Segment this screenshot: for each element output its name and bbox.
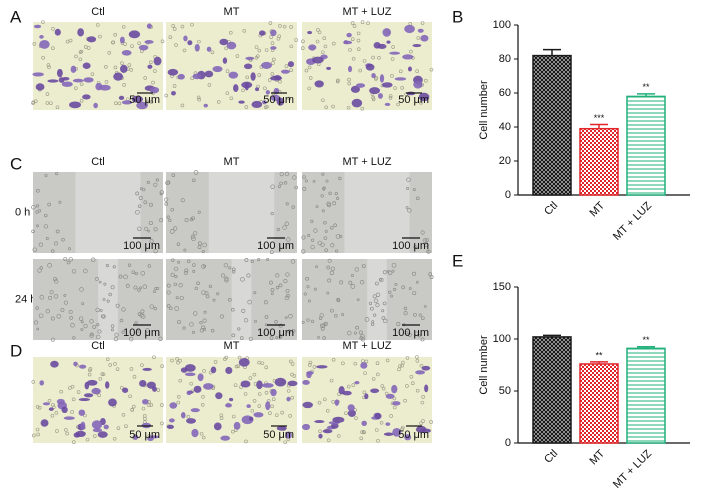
scale-bar-label: 50 μm (398, 429, 429, 441)
column-label: MT (224, 6, 240, 18)
scale-bar-label: 50 μm (263, 94, 294, 106)
scale-bar-label: 100 μm (392, 327, 429, 339)
scale-bar-label: 100 μm (257, 240, 294, 252)
y-tick-label: 100 (493, 19, 511, 31)
column-label: Ctl (91, 156, 104, 168)
x-tick-label: Ctl (542, 200, 560, 218)
scale-bar-label: 50 μm (129, 429, 160, 441)
scale-bar-label: 100 μm (257, 327, 294, 339)
x-tick-label: MT (587, 199, 607, 219)
panel-label: C (10, 154, 22, 173)
y-tick-label: 50 (499, 385, 511, 397)
scale-bar-label: 100 μm (392, 240, 429, 252)
column-label: Ctl (91, 6, 104, 18)
panel-label: A (10, 7, 22, 26)
scale-bar-label: 50 μm (263, 429, 294, 441)
y-tick-label: 0 (505, 437, 511, 449)
y-tick-label: 100 (493, 333, 511, 345)
y-tick-label: 150 (493, 281, 511, 293)
x-tick-label: MT (587, 447, 607, 467)
error-bar (590, 123, 608, 129)
panel-label: D (10, 341, 22, 360)
panel-label: B (452, 7, 463, 26)
column-label: MT + LUZ (342, 156, 391, 168)
scale-bar-label: 100 μm (123, 240, 160, 252)
significance: ** (642, 82, 650, 92)
significance: *** (594, 113, 605, 123)
significance: ** (595, 350, 603, 360)
row-label: 24 h (15, 293, 36, 305)
y-tick-label: 40 (499, 121, 511, 133)
significance: ** (642, 335, 650, 345)
column-label: MT (224, 340, 240, 352)
y-tick-label: 0 (505, 189, 511, 201)
error-bar (590, 361, 608, 364)
y-tick-label: 60 (499, 87, 511, 99)
panel-label: E (452, 251, 463, 270)
bar (626, 347, 666, 444)
error-bar (543, 48, 561, 56)
error-bar (637, 93, 655, 97)
bar (532, 54, 572, 196)
bar (626, 95, 666, 196)
scale-bar-label: 100 μm (123, 327, 160, 339)
column-label: Ctl (91, 340, 104, 352)
micrograph (33, 259, 163, 340)
x-tick-label: Ctl (542, 448, 560, 466)
scale-bar-label: 50 μm (129, 94, 160, 106)
y-tick-label: 20 (499, 155, 511, 167)
row-label: 0 h (15, 206, 30, 218)
micrograph (302, 259, 432, 340)
x-tick-label: MT + LUZ (611, 448, 654, 491)
column-label: MT + LUZ (342, 6, 391, 18)
y-axis-label: Cell number (478, 80, 490, 140)
column-label: MT + LUZ (342, 340, 391, 352)
y-axis-label: Cell number (478, 335, 490, 395)
x-tick-label: MT + LUZ (611, 200, 654, 243)
bar (579, 363, 619, 444)
y-tick-label: 80 (499, 53, 511, 65)
column-label: MT (224, 156, 240, 168)
error-bar (543, 334, 561, 337)
error-bar (637, 346, 655, 349)
micrograph (33, 22, 163, 110)
scale-bar-label: 50 μm (398, 94, 429, 106)
bar (579, 127, 619, 196)
bar (532, 336, 572, 444)
